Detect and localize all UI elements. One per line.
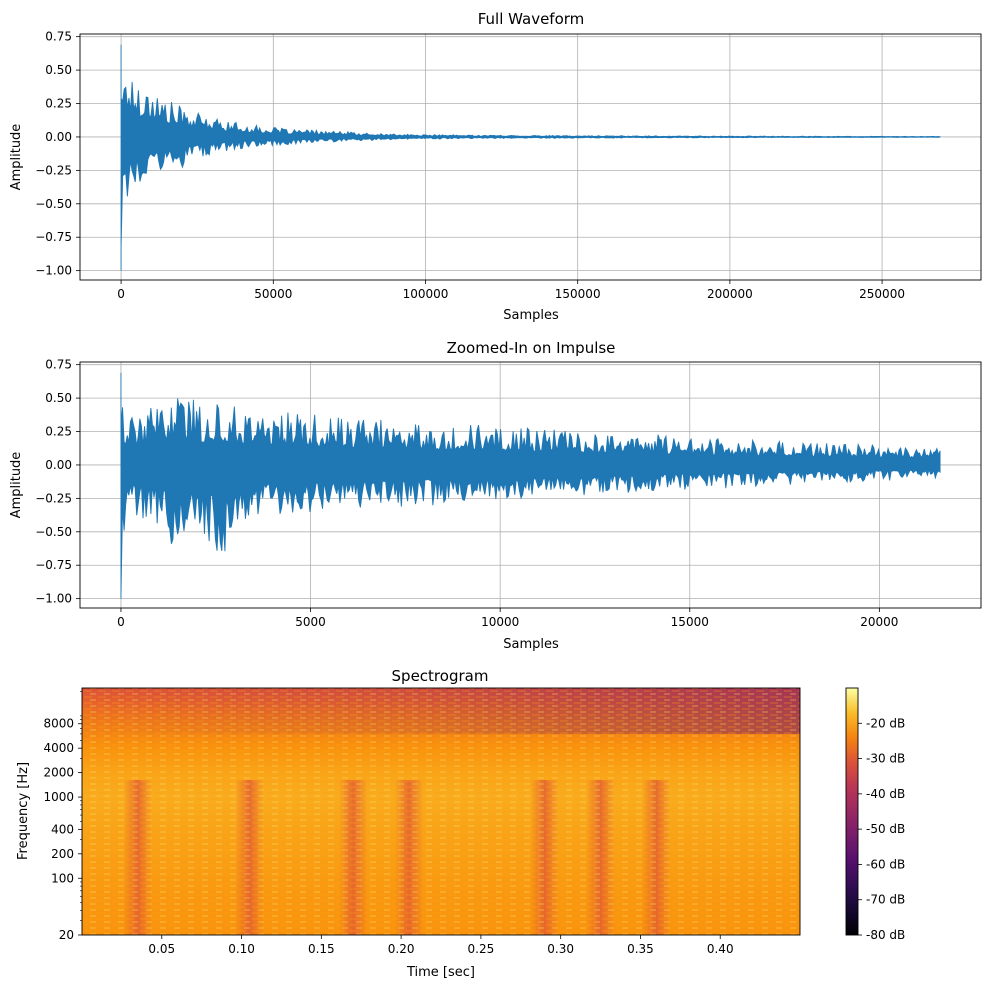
- spectrogram-frame: [81, 687, 801, 936]
- colorbar-ticks: -20 dB -30 dB -40 dB -50 dB -60 dB -70 dB -80 …: [858, 716, 905, 942]
- spectrogram-ytick-label: 1000: [43, 790, 74, 804]
- spectrogram-ytick-label: 20: [59, 928, 74, 942]
- zoomed-xtick-label: 15000: [671, 615, 709, 629]
- spectrogram-xtick-label: 0.35: [627, 942, 654, 956]
- zoomed-ytick-label: 0.75: [45, 358, 72, 372]
- spectrogram-ticks: 0.05 0.10 0.15 0.20 0.25 0.30 0.35 0.40 20 100 200…: [43, 691, 734, 956]
- spectrogram-ytick-label: 200: [51, 847, 74, 861]
- zoomed-title: Zoomed-In on Impulse: [447, 339, 616, 357]
- spectrogram-xtick-label: 0.15: [308, 942, 335, 956]
- zoomed-ytick-label: −1.00: [35, 592, 72, 606]
- spectrogram-xlabel: Time [sec]: [406, 965, 475, 980]
- panel-full-waveform: Full Waveform 0 50000 100000 150000 200000 25…: [9, 10, 982, 323]
- full-waveform-ytick-label: 0.00: [45, 130, 72, 144]
- spectrogram-image: [82, 688, 800, 935]
- full-waveform-xtick-label: 50000: [254, 287, 292, 301]
- spectrogram-ytick-label: 2000: [43, 766, 74, 780]
- spectrogram-xtick-label: 0.10: [228, 942, 255, 956]
- full-waveform-title: Full Waveform: [478, 10, 585, 28]
- zoomed-xtick-label: 0: [117, 615, 125, 629]
- spectrogram-xtick-label: 0.05: [148, 942, 175, 956]
- colorbar: [845, 687, 859, 936]
- spectrogram-ytick-label: 4000: [43, 741, 74, 755]
- spectrogram-ytick-label: 8000: [43, 717, 74, 731]
- zoomed-ytick-label: 0.00: [45, 458, 72, 472]
- zoomed-xtick-label: 20000: [860, 615, 898, 629]
- spectrogram-xtick-label: 0.40: [707, 942, 734, 956]
- spectrogram-texture: [82, 688, 800, 935]
- full-waveform-xtick-label: 250000: [859, 287, 905, 301]
- spectrogram-ytick-label: 400: [51, 822, 74, 836]
- colorbar-tick-label: -50 dB: [866, 822, 905, 836]
- full-waveform-ytick-label: 0.75: [45, 30, 72, 44]
- full-waveform-ylabel: Amplitude: [9, 124, 24, 191]
- zoomed-xtick-label: 5000: [295, 615, 326, 629]
- zoomed-ticks: 0 5000 10000 15000 20000 0.75 0.50 0.25 0.00 −0.2…: [35, 358, 898, 629]
- panel-zoomed-in: Zoomed-In on Impulse 0 5000 10000 15000 2000…: [9, 339, 982, 652]
- colorbar-tick-label: -60 dB: [866, 857, 905, 871]
- zoomed-frame: [79, 361, 982, 609]
- full-waveform-ytick-label: −1.00: [35, 264, 72, 278]
- zoomed-trace: [120, 372, 941, 599]
- zoomed-ytick-label: −0.50: [35, 525, 72, 539]
- full-waveform-ytick-label: −0.25: [35, 163, 72, 177]
- spectrogram-ytick-label: 100: [51, 871, 74, 885]
- zoomed-ytick-label: 0.25: [45, 425, 72, 439]
- full-waveform-ytick-label: 0.50: [45, 63, 72, 77]
- full-waveform-xtick-label: 0: [117, 287, 125, 301]
- zoomed-ylabel: Amplitude: [9, 452, 24, 519]
- zoomed-ytick-label: −0.75: [35, 558, 72, 572]
- full-waveform-xtick-label: 150000: [555, 287, 601, 301]
- colorbar-tick-label: -40 dB: [866, 787, 905, 801]
- full-waveform-plot-area: [80, 34, 981, 280]
- full-waveform-xlabel: Samples: [503, 308, 559, 323]
- spectrogram-ylabel: Frequency [Hz]: [16, 762, 31, 860]
- zoomed-xtick-label: 10000: [481, 615, 519, 629]
- full-waveform-ytick-label: −0.75: [35, 230, 72, 244]
- full-waveform-frame: [79, 33, 982, 281]
- spectrogram-xtick-label: 0.20: [388, 942, 415, 956]
- colorbar-tick-label: -30 dB: [866, 752, 905, 766]
- zoomed-ytick-label: 0.50: [45, 391, 72, 405]
- panel-spectrogram: Spectrogram 0.05 0.10 0.15 0.20 0.25 0.30 0.35…: [16, 667, 905, 980]
- zoomed-ytick-label: −0.25: [35, 491, 72, 505]
- spectrogram-xtick-label: 0.25: [468, 942, 495, 956]
- spectrogram-xtick-label: 0.30: [547, 942, 574, 956]
- spectrogram-title: Spectrogram: [392, 667, 489, 685]
- colorbar-tick-label: -70 dB: [866, 893, 905, 907]
- full-waveform-xtick-label: 200000: [707, 287, 753, 301]
- full-waveform-ticks: 0 50000 100000 150000 200000 250000 0.75 0.50 0.…: [35, 30, 905, 301]
- full-waveform-trace: [120, 44, 941, 271]
- zoomed-xlabel: Samples: [503, 637, 559, 652]
- full-waveform-ytick-label: 0.25: [45, 97, 72, 111]
- colorbar-tick-label: -80 dB: [866, 928, 905, 942]
- full-waveform-xtick-label: 100000: [403, 287, 449, 301]
- colorbar-tick-label: -20 dB: [866, 716, 905, 730]
- full-waveform-ytick-label: −0.50: [35, 197, 72, 211]
